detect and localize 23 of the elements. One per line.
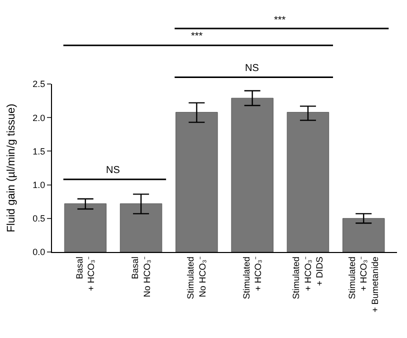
bar — [64, 203, 106, 252]
bar — [120, 203, 162, 252]
y-tick-label: 1.5 — [32, 146, 46, 156]
y-tick-label: 2.0 — [32, 112, 46, 123]
annotation: NS — [106, 165, 120, 176]
x-tick-label: Stimulated + HCO₃⁻ + DIDS — [291, 256, 325, 300]
text: NS — [245, 63, 260, 74]
text: *** — [274, 15, 286, 26]
x-tick-label: Basal + HCO₃⁻ — [74, 256, 96, 292]
bar — [342, 218, 385, 252]
x-tick-label: Stimulated No HCO₃⁻ — [186, 256, 208, 300]
bar — [231, 98, 274, 252]
text: *** — [191, 31, 203, 42]
x-tick-label: Basal No HCO₃⁻ — [130, 256, 152, 298]
x-tick-label: Stimulated + HCO₃⁻ — [241, 256, 264, 300]
bar — [286, 112, 330, 252]
y-tick-label: 0.0 — [32, 247, 46, 258]
x-tick-label: Stimulated + HCO₃⁻ + Bumetanide — [346, 256, 380, 312]
y-tick-label: 0.5 — [32, 214, 46, 224]
y-axis-title: Fluid gain (µl/min/g tissue) — [5, 104, 18, 232]
y-tick-label: 2.5 — [32, 79, 46, 90]
bar — [176, 112, 218, 252]
y-tick-label: 1.0 — [32, 180, 46, 190]
